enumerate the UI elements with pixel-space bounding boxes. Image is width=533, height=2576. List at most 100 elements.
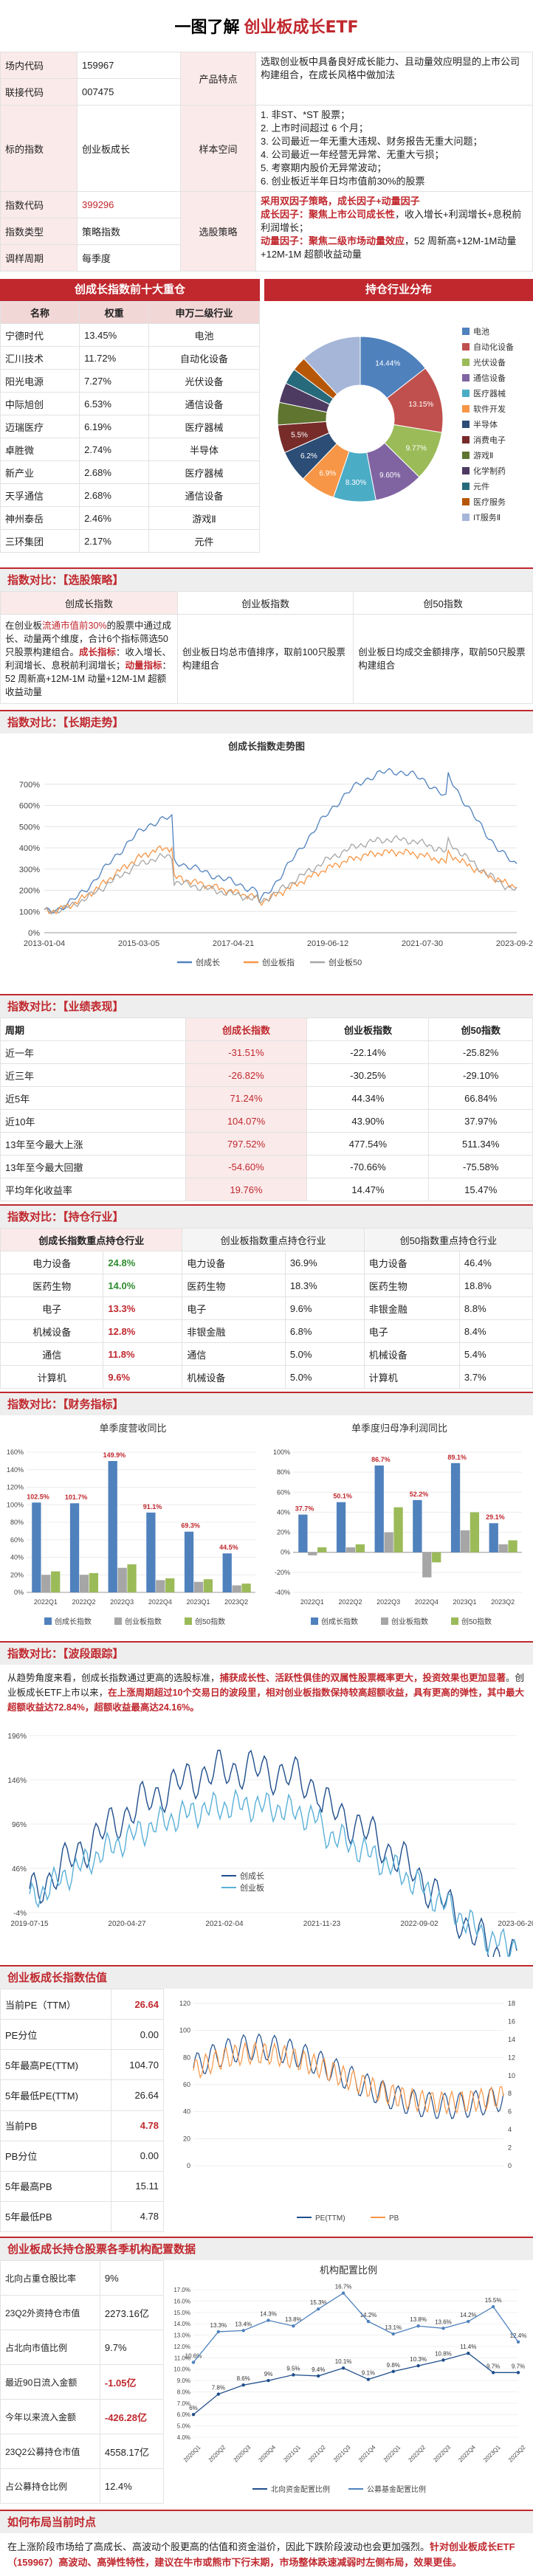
y2-tick-label: 8 bbox=[508, 2090, 512, 2097]
bar bbox=[156, 1580, 165, 1592]
holding-name: 汇川技术 bbox=[0, 346, 80, 370]
bar bbox=[69, 1503, 80, 1592]
x-tick-label: 2022-09-02 bbox=[400, 1920, 439, 1928]
valuation-key: 5年最低PB bbox=[0, 2200, 112, 2233]
data-label: 9.5% bbox=[286, 2365, 300, 2372]
rules-text-highlight: 成长指标 bbox=[79, 647, 117, 657]
bar-value-label: 50.1% bbox=[333, 1493, 352, 1500]
y-tick-label: 10.0% bbox=[173, 2366, 190, 2373]
holding-weight: 11.72% bbox=[79, 346, 150, 370]
y-tick-label: 80% bbox=[277, 1468, 290, 1476]
bar bbox=[232, 1585, 241, 1592]
valuation-value: 0.00 bbox=[111, 2019, 164, 2051]
legend-label: 创成长指数 bbox=[321, 1617, 358, 1626]
holding-name: 神州泰岳 bbox=[0, 506, 80, 530]
growth-factor-focus: 聚焦上市公司成长性 bbox=[309, 209, 396, 220]
bar bbox=[108, 1460, 117, 1592]
legend-swatch bbox=[462, 483, 470, 490]
bar bbox=[165, 1578, 175, 1592]
bar bbox=[51, 1571, 61, 1592]
data-label: 14.2% bbox=[360, 2312, 377, 2318]
rules-text: 在创业板 bbox=[5, 621, 43, 631]
bar-value-label: 101.7% bbox=[65, 1494, 88, 1501]
legend-label: 创成长 bbox=[240, 1871, 264, 1881]
valuation-key: PB分位 bbox=[0, 2140, 112, 2172]
holding-industry: 电池 bbox=[148, 323, 260, 347]
wave-line-chart: -4% 46% 96% 146% 196% 2019-07-15 2020-04-27 202… bbox=[7, 1733, 533, 1976]
y-tick-label: 700% bbox=[19, 781, 40, 790]
y2-tick-label: 14 bbox=[508, 2036, 515, 2043]
y-tick-label: 140% bbox=[7, 1466, 24, 1474]
industry-name: 通信 bbox=[0, 1342, 104, 1366]
legend-label: 自动化设备 bbox=[473, 342, 514, 352]
y-tick-label: -4% bbox=[13, 1910, 27, 1918]
bar-value-label: 29.1% bbox=[486, 1513, 505, 1521]
ov-value: 159967 bbox=[77, 52, 181, 79]
ov-key: 标的指数 bbox=[0, 105, 78, 192]
revenue-growth-chart: 单季度营收同比 0% 20% 40% 60% 80% 100% 120% 140% 160% 102… bbox=[7, 1423, 255, 1626]
y2-tick-label: 18 bbox=[508, 2000, 515, 2007]
ov-label-bot: 选股策略 bbox=[180, 191, 256, 272]
industry-weight-main: 13.3% bbox=[103, 1296, 183, 1320]
holding-weight: 6.19% bbox=[79, 415, 150, 438]
holding-name: 阳光电源 bbox=[0, 369, 80, 393]
ov-label-top: 产品特点 bbox=[180, 52, 256, 106]
funds-row: 占公募持仓比例 12.4% bbox=[0, 2468, 165, 2504]
top10-row: 中际旭创 6.53% 通信设备 bbox=[0, 392, 260, 415]
bar-value-label: 37.7% bbox=[295, 1505, 314, 1513]
data-label: 11.4% bbox=[460, 2344, 476, 2350]
bar bbox=[450, 1463, 461, 1553]
ov-value: 策略指数 bbox=[77, 218, 181, 245]
sample-rule: 1. 非ST、*ST 股票； bbox=[261, 109, 351, 120]
data-label: 15.5% bbox=[485, 2297, 502, 2304]
pie-slice-label: 6.2% bbox=[300, 452, 317, 460]
perf-period: 平均年化收益率 bbox=[0, 1178, 186, 1201]
series-line-chuangchengzhang bbox=[44, 767, 517, 914]
momentum-factor-detail: ，52 周新高+12M-1M动量+12M-1M 超额收益动量 bbox=[261, 235, 517, 260]
x-tick-label: 2020-04-27 bbox=[108, 1920, 146, 1928]
pie-slice-label: 8.30% bbox=[345, 479, 366, 487]
y-tick-label: 196% bbox=[7, 1733, 27, 1741]
data-label: 13.8% bbox=[285, 2316, 302, 2323]
industry-weight: 9.6% bbox=[284, 1296, 365, 1320]
invest-title: 如何布局当前时点 bbox=[0, 2510, 533, 2533]
ov-value: 创业板成长 bbox=[77, 105, 181, 192]
momentum-factor-focus: 聚焦二级市场动量效应 bbox=[309, 235, 405, 246]
industry-row: 机械设备 12.8% 非银金融 6.8% 电子 8.4% bbox=[0, 1319, 533, 1343]
valuation-title: 创业板成长指数估值 bbox=[0, 1965, 533, 1989]
valuation-row: 5年最高PB 15.11 bbox=[0, 2170, 164, 2202]
rules-title: 指数对比：【选股策略】 bbox=[0, 567, 533, 591]
x-tick-label: 2022Q2 bbox=[72, 1598, 95, 1606]
funds-key: 23Q2外资持仓市值 bbox=[0, 2295, 100, 2330]
bar bbox=[241, 1584, 251, 1592]
holding-weight: 2.46% bbox=[79, 506, 150, 530]
industry-row: 电子 13.3% 电子 9.6% 非银金融 8.8% bbox=[0, 1296, 533, 1320]
bar-value-label: 102.5% bbox=[27, 1493, 49, 1500]
perf-title: 指数对比：【业绩表现】 bbox=[0, 994, 533, 1018]
valuation-key: 当前PB bbox=[0, 2110, 112, 2141]
bar bbox=[184, 1531, 194, 1592]
y-tick-label: 120 bbox=[179, 2000, 190, 2007]
legend-swatch bbox=[462, 359, 470, 366]
perf-period: 13年至今最大上涨 bbox=[0, 1132, 186, 1156]
top10-row: 宁德时代 13.45% 电池 bbox=[0, 323, 260, 347]
bar bbox=[127, 1564, 137, 1592]
data-label: 9.7% bbox=[486, 2363, 500, 2369]
y-tick-label: 17.0% bbox=[173, 2287, 190, 2293]
bar bbox=[317, 1547, 327, 1553]
legend-swatch bbox=[311, 1617, 318, 1625]
industry-name: 医药生物 bbox=[363, 1274, 460, 1297]
x-tick-label: 2020Q2 bbox=[207, 2444, 227, 2464]
top10-row: 卓胜微 2.74% 半导体 bbox=[0, 438, 260, 461]
valuation-line-chart: 0 20 40 60 80 100 120 0 2 4 6 8 10 12 14 16 18 PE(TTM) PB bbox=[179, 2000, 515, 2223]
rules-col-2: 创业板指数 bbox=[176, 591, 354, 615]
series-line-pe bbox=[193, 2033, 504, 2120]
data-label: 7.8% bbox=[212, 2385, 225, 2392]
industry-weight: 46.4% bbox=[458, 1251, 533, 1274]
ov-desc-top: 选取创业板中具备良好成长能力、且动量效应明显的上市公司构建组合，在成长风格中做加… bbox=[255, 52, 533, 106]
x-tick-label: 2023Q2 bbox=[224, 1598, 248, 1606]
industry-table: 创成长指数重点持仓行业 创业板指数重点持仓行业 创50指数重点持仓行业 电力设备… bbox=[0, 1228, 533, 1389]
industry-weight: 5.0% bbox=[284, 1365, 365, 1389]
valuation-row: 5年最低PE(TTM) 26.64 bbox=[0, 2079, 164, 2111]
x-tick-label: 2023Q2 bbox=[491, 1598, 515, 1606]
